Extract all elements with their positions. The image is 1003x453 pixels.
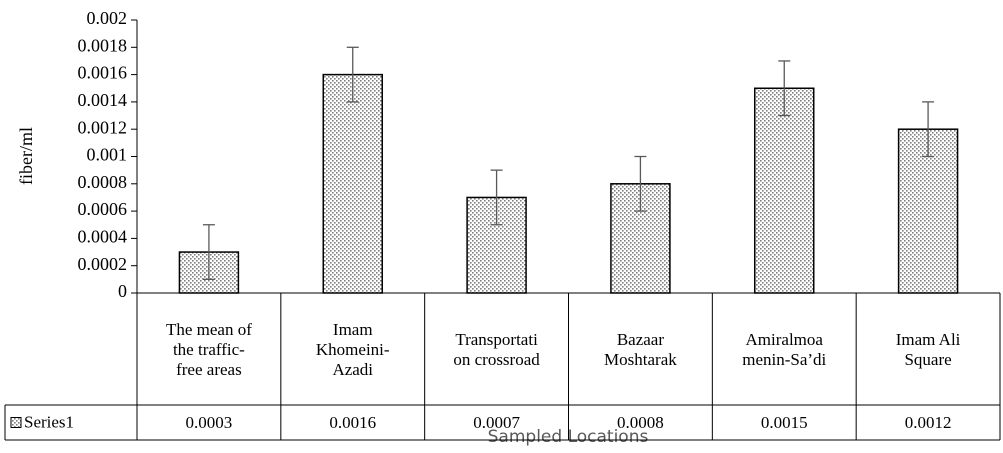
y-tick-label: 0.0014 [78, 90, 128, 110]
y-tick-label: 0.001 [87, 145, 128, 165]
table-value: 0.0012 [904, 412, 952, 432]
x-tick-label: Imam Khomeini- Azadi [315, 319, 390, 379]
y-tick-label: 0.0004 [78, 227, 128, 247]
bar [754, 87, 815, 294]
x-tick-label: Transportati on crossroad [453, 329, 540, 369]
bar [322, 73, 383, 294]
y-tick-label: 0.0008 [78, 172, 128, 192]
y-tick-label: 0.0012 [78, 117, 128, 137]
y-tick-label: 0.0002 [78, 254, 128, 274]
y-tick-label: 0.002 [87, 8, 128, 28]
x-tick-label: The mean of the traffic- free areas [165, 319, 252, 379]
legend-label: Series1 [24, 412, 74, 431]
table-value: 0.0015 [760, 412, 808, 432]
legend-key [10, 417, 22, 428]
table-value: 0.0007 [473, 412, 520, 432]
table-value: 0.0016 [329, 412, 377, 432]
y-tick-label: 0.0018 [78, 35, 128, 55]
x-tick-label: Bazaar Moshtarak [604, 329, 677, 369]
x-tick-label: Imam Ali Square [895, 329, 961, 369]
y-tick-label: 0 [118, 281, 127, 301]
table-value: 0.0008 [617, 412, 664, 432]
y-tick-label: 0.0016 [78, 63, 128, 83]
x-tick-label: Amiralmoa menin-Sa’di [742, 329, 827, 369]
table-value: 0.0003 [185, 412, 233, 432]
y-tick-label: 0.0006 [78, 199, 128, 219]
y-axis-label: fiber/ml [16, 127, 36, 185]
